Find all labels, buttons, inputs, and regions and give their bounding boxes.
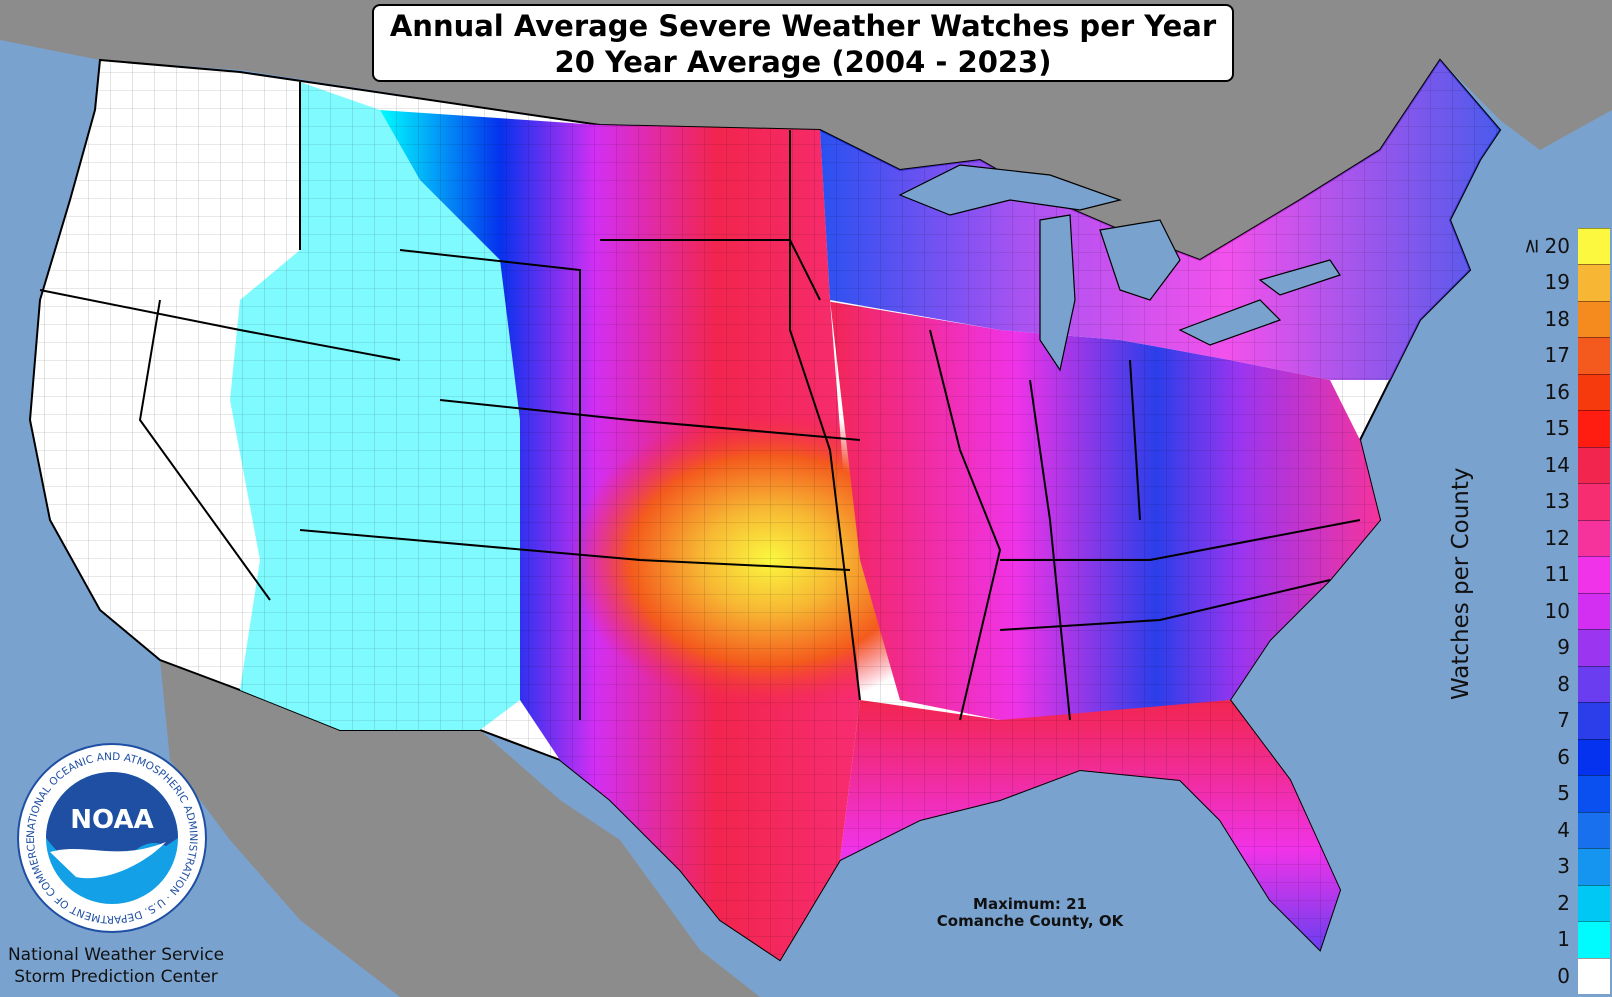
legend-label: 10: [1544, 598, 1570, 623]
legend-swatch: [1578, 556, 1610, 593]
maximum-value: Maximum: 21: [973, 895, 1087, 913]
legend-label: 5: [1557, 781, 1570, 806]
title-line-2: 20 Year Average (2004 - 2023): [554, 45, 1052, 79]
agency-line-1: National Weather Service: [7, 945, 225, 965]
legend-label: 18: [1544, 306, 1570, 331]
legend-label: 6: [1557, 744, 1570, 769]
agency-text: National Weather Service Storm Predictio…: [0, 944, 232, 988]
legend-ge-symbol: ≥: [1518, 237, 1543, 255]
legend-swatch: [1578, 957, 1610, 994]
legend-label: 0: [1557, 963, 1570, 988]
noaa-logo: NATIONAL OCEANIC AND ATMOSPHERIC ADMINIS…: [17, 743, 207, 933]
legend-swatch: [1578, 483, 1610, 520]
legend-swatch: [1578, 446, 1610, 483]
legend-swatch: [1578, 775, 1610, 812]
legend-label: 14: [1544, 452, 1570, 477]
legend-label: 3: [1557, 854, 1570, 879]
legend-swatch: [1578, 811, 1610, 848]
title-line-1: Annual Average Severe Weather Watches pe…: [389, 9, 1217, 43]
legend-label: 7: [1557, 708, 1570, 733]
legend-swatch: [1578, 410, 1610, 447]
title-box: Annual Average Severe Weather Watches pe…: [372, 4, 1234, 82]
legend-label: 4: [1557, 817, 1570, 842]
legend-label: 12: [1544, 525, 1570, 550]
legend-swatch: [1578, 264, 1610, 301]
legend-swatch: [1578, 702, 1610, 739]
legend-title: Watches per County: [1448, 467, 1474, 700]
legend-swatch: [1578, 738, 1610, 775]
legend-label: 19: [1544, 270, 1570, 295]
legend-swatch: [1578, 373, 1610, 410]
legend-swatch: [1578, 921, 1610, 958]
legend-label: 9: [1557, 635, 1570, 660]
agency-line-2: Storm Prediction Center: [14, 967, 218, 987]
legend-label: 15: [1544, 416, 1570, 441]
legend-swatch: [1578, 227, 1610, 264]
legend-label: 11: [1544, 562, 1570, 587]
legend-swatch: [1578, 519, 1610, 556]
legend-label: 2: [1557, 890, 1570, 915]
legend-swatch: [1578, 848, 1610, 885]
legend-label: 17: [1544, 343, 1570, 368]
legend-label: 1: [1557, 927, 1570, 952]
legend-swatch: [1578, 665, 1610, 702]
mexico-land: [160, 660, 760, 997]
legend-swatch: [1578, 884, 1610, 921]
legend-swatch: [1578, 337, 1610, 374]
legend-swatch: [1578, 300, 1610, 337]
legend-label: 13: [1544, 489, 1570, 514]
legend-swatch: [1578, 592, 1610, 629]
great-lakes: [898, 164, 1341, 372]
state-borders: [39, 82, 1361, 721]
legend-label: 20: [1544, 233, 1570, 258]
logo-text: NOAA: [70, 805, 153, 835]
maximum-annotation: Maximum: 21 Comanche County, OK: [900, 896, 1160, 930]
legend-label: 16: [1544, 379, 1570, 404]
maximum-location: Comanche County, OK: [936, 912, 1124, 930]
legend-label: 8: [1557, 671, 1570, 696]
legend-swatch: [1578, 629, 1610, 666]
